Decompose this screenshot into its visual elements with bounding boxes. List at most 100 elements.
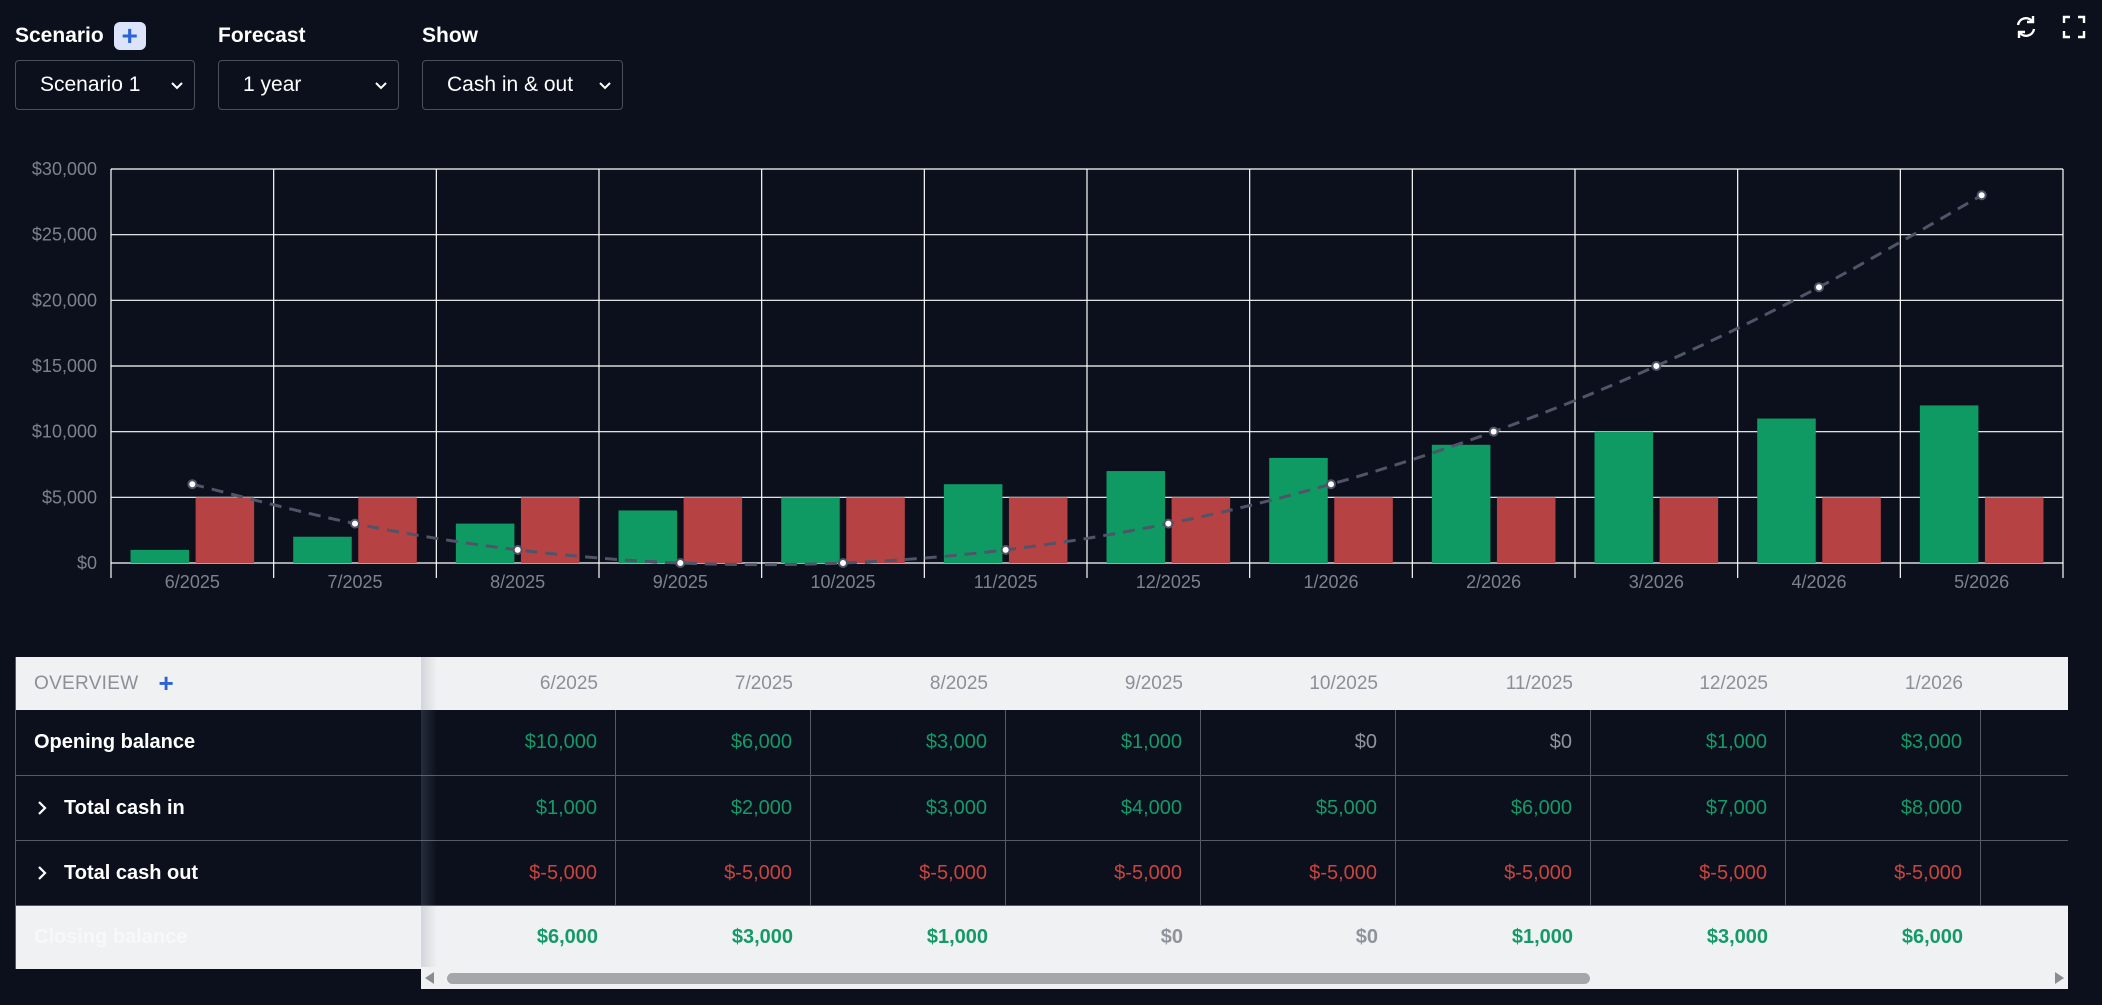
cash-in-bar: [1431, 444, 1491, 563]
x-tick-label: 8/2025: [490, 572, 545, 592]
x-tick-label: 12/2025: [1136, 572, 1201, 592]
cash-in-bar: [1919, 405, 1979, 563]
show-control: Show Cash in & out: [422, 22, 623, 110]
table-cell: $5,000: [1201, 776, 1396, 840]
cash-in-bar: [1106, 471, 1166, 563]
table-cell: $10,000: [421, 710, 616, 775]
balance-point: [838, 558, 848, 568]
x-axis: 6/2025 7/2025 8/2025 9/2025 10/2025 11/2025 12…: [165, 572, 2009, 592]
row-label: Closing balance: [34, 926, 188, 948]
table-row: Total cash out: [16, 841, 422, 906]
forecast-select[interactable]: 1 year: [218, 60, 399, 110]
scroll-left-icon[interactable]: [425, 972, 434, 984]
row-label-cell[interactable]: Total cash in: [16, 776, 422, 840]
table-cell: $-5,000: [421, 841, 616, 905]
balance-point: [1651, 361, 1662, 371]
overview-header-cell: OVERVIEW +: [16, 657, 422, 710]
cash-out-bar: [1334, 497, 1393, 563]
scenario-label-row: Scenario +: [15, 22, 146, 50]
scroll-right-icon[interactable]: [2055, 972, 2064, 984]
table-cell: $-5,000: [1786, 841, 1981, 905]
table-cell: $-5,000: [1006, 841, 1201, 905]
scenario-control: Scenario + Scenario 1: [15, 22, 195, 110]
table-header-row: OVERVIEW +: [16, 657, 422, 710]
show-label: Show: [422, 24, 478, 47]
table-cell: $0: [1396, 710, 1591, 775]
row-label: Total cash in: [64, 796, 185, 819]
month-header: 10/2025: [1309, 672, 1378, 694]
cash-out-bar: [1496, 497, 1556, 563]
x-tick-label: 11/2025: [974, 572, 1038, 592]
add-row-button[interactable]: +: [158, 668, 174, 698]
scenario-select[interactable]: Scenario 1: [15, 60, 195, 110]
closing-balance-cell: $1,000: [926, 926, 988, 948]
closing-balance-cell: $0: [1160, 926, 1183, 948]
x-tick-label: 5/2026: [1954, 572, 2009, 592]
y-tick-label: $25,000: [32, 225, 97, 245]
overview-table-labels: OVERVIEW + Opening balance Total cash in…: [15, 657, 422, 969]
closing-balance-cell: $0: [1355, 926, 1378, 948]
closing-balance-cell: $3,000: [731, 926, 793, 948]
chevron-right-icon[interactable]: [34, 865, 50, 881]
y-tick-label: $5,000: [42, 487, 97, 507]
x-tick-label: 7/2025: [327, 572, 382, 592]
table-cell: $1,000: [1591, 710, 1786, 775]
y-tick-label: $10,000: [32, 422, 97, 442]
chart-grid: [110, 168, 2064, 578]
table-row: Opening balance: [16, 710, 422, 776]
chevron-down-icon: [375, 82, 387, 90]
table-cell: $3,000: [811, 710, 1006, 775]
scenario-label: Scenario: [15, 24, 104, 47]
overview-table-values[interactable]: 6/2025 7/2025 8/2025 9/2025 10/2025 11/2025 12…: [421, 657, 2068, 969]
table-cell: $0: [1201, 710, 1396, 775]
row-label: Total cash out: [64, 861, 199, 884]
scenario-select-value: Scenario 1: [40, 73, 141, 96]
balance-point: [350, 518, 360, 529]
chart-bars: [130, 405, 2044, 563]
horizontal-scrollbar[interactable]: [421, 967, 2068, 989]
cash-out-bar: [195, 497, 255, 563]
refresh-icon[interactable]: [2011, 12, 2041, 42]
cash-in-bar: [1269, 457, 1328, 563]
x-tick-label: 9/2025: [653, 572, 708, 592]
table-cell: $-5,000: [811, 841, 1006, 905]
balance-point: [1814, 282, 1824, 293]
month-header: 1/2026: [1904, 672, 1963, 694]
table-cell: $1,000: [421, 776, 616, 840]
balance-point: [512, 544, 523, 555]
show-select-value: Cash in & out: [447, 73, 574, 96]
closing-balance-row: Closing balance: [16, 906, 422, 969]
table-cell: $6,000: [1396, 776, 1591, 840]
chevron-right-icon[interactable]: [34, 800, 50, 816]
scrollbar-thumb[interactable]: [447, 973, 1590, 984]
fullscreen-icon[interactable]: [2059, 12, 2089, 42]
month-header: 11/2025: [1505, 672, 1573, 694]
y-tick-label: $0: [77, 553, 97, 573]
cash-in-bar: [943, 484, 1003, 563]
cash-out-bar: [1659, 497, 1719, 563]
y-tick-label: $20,000: [32, 290, 97, 310]
chevron-down-icon: [171, 82, 183, 90]
cash-in-bar: [1594, 431, 1654, 563]
x-tick-label: 3/2026: [1629, 572, 1684, 592]
table-cell: $-5,000: [1396, 841, 1591, 905]
month-header: 8/2025: [929, 672, 988, 694]
table-row: $10,000 $6,000 $3,000 $1,000 $0 $0 $1,000 $3,00…: [421, 710, 2068, 776]
month-header: 12/2025: [1699, 672, 1768, 694]
cash-out-bar: [846, 497, 905, 563]
cash-in-bar: [293, 536, 352, 563]
balance-point: [1000, 544, 1011, 555]
row-label-cell[interactable]: Total cash out: [16, 841, 422, 905]
cash-in-bar: [781, 497, 840, 563]
add-scenario-button[interactable]: +: [113, 22, 146, 50]
balance-point: [1163, 518, 1174, 529]
balance-point: [1488, 426, 1499, 437]
overview-header: OVERVIEW: [34, 672, 139, 694]
cash-in-bar: [130, 549, 190, 563]
chevron-down-icon: [599, 82, 611, 90]
column-shadow: [421, 657, 437, 968]
show-select[interactable]: Cash in & out: [422, 60, 623, 110]
x-tick-label: 1/2026: [1303, 572, 1358, 592]
table-cell: $1,000: [1006, 710, 1201, 775]
y-axis: $0 $5,000 $10,000 $15,000 $20,000 $25,000 $30,…: [32, 159, 97, 573]
